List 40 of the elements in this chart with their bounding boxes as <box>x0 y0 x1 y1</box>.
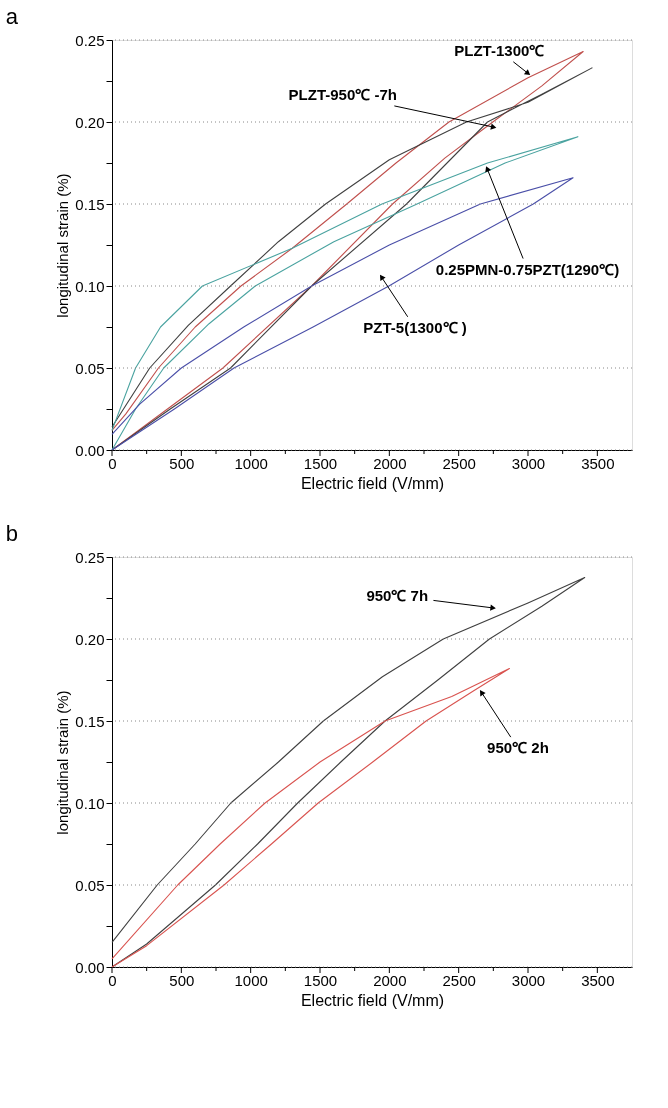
x-tick-label: 3000 <box>511 971 546 989</box>
x-tick-label: 3500 <box>581 454 615 472</box>
x-tick-label: 3000 <box>511 454 546 472</box>
x-tick-label: 2000 <box>373 454 407 472</box>
annotation: PLZT-950℃ -7h <box>288 85 397 103</box>
y-axis-title: longitudinal strain (%) <box>54 173 72 318</box>
x-tick-label: 2500 <box>442 971 476 989</box>
x-tick-label: 2000 <box>373 971 407 989</box>
x-tick-label: 1000 <box>234 454 268 472</box>
x-tick-label: 500 <box>169 971 195 989</box>
annotation: PLZT-1300℃ <box>454 41 545 59</box>
chart-title: a <box>5 4 19 29</box>
annotation: 950℃ 2h <box>487 739 549 757</box>
y-tick-label: 0.25 <box>75 31 105 49</box>
y-tick-label: 0.10 <box>75 794 105 812</box>
x-axis-title: Electric field (V/mm) <box>300 474 445 492</box>
annotation: PZT-5(1300℃ ) <box>363 318 467 336</box>
x-axis-title: Electric field (V/mm) <box>300 991 445 1009</box>
y-axis-title: longitudinal strain (%) <box>54 690 72 835</box>
y-tick-label: 0.20 <box>75 113 105 131</box>
chart-title: b <box>5 521 19 546</box>
x-tick-label: 0 <box>108 454 117 472</box>
y-tick-label: 0.15 <box>75 195 105 213</box>
x-tick-label: 1500 <box>303 454 338 472</box>
y-tick-label: 0.05 <box>75 359 105 377</box>
y-tick-label: 0.10 <box>75 277 105 295</box>
annotation: 950℃ 7h <box>366 586 429 604</box>
y-tick-label: 0.00 <box>75 958 105 976</box>
y-tick-label: 0.20 <box>75 630 105 648</box>
x-tick-label: 1000 <box>234 971 268 989</box>
y-tick-label: 0.00 <box>75 441 105 459</box>
x-tick-label: 3500 <box>581 971 615 989</box>
y-tick-label: 0.15 <box>75 712 105 730</box>
y-tick-label: 0.25 <box>75 548 105 566</box>
y-tick-label: 0.05 <box>75 876 105 894</box>
x-tick-label: 2500 <box>442 454 476 472</box>
x-tick-label: 1500 <box>303 971 338 989</box>
x-tick-label: 0 <box>108 971 117 989</box>
x-tick-label: 500 <box>169 454 195 472</box>
annotation: 0.25PMN-0.75PZT(1290℃) <box>435 260 620 278</box>
